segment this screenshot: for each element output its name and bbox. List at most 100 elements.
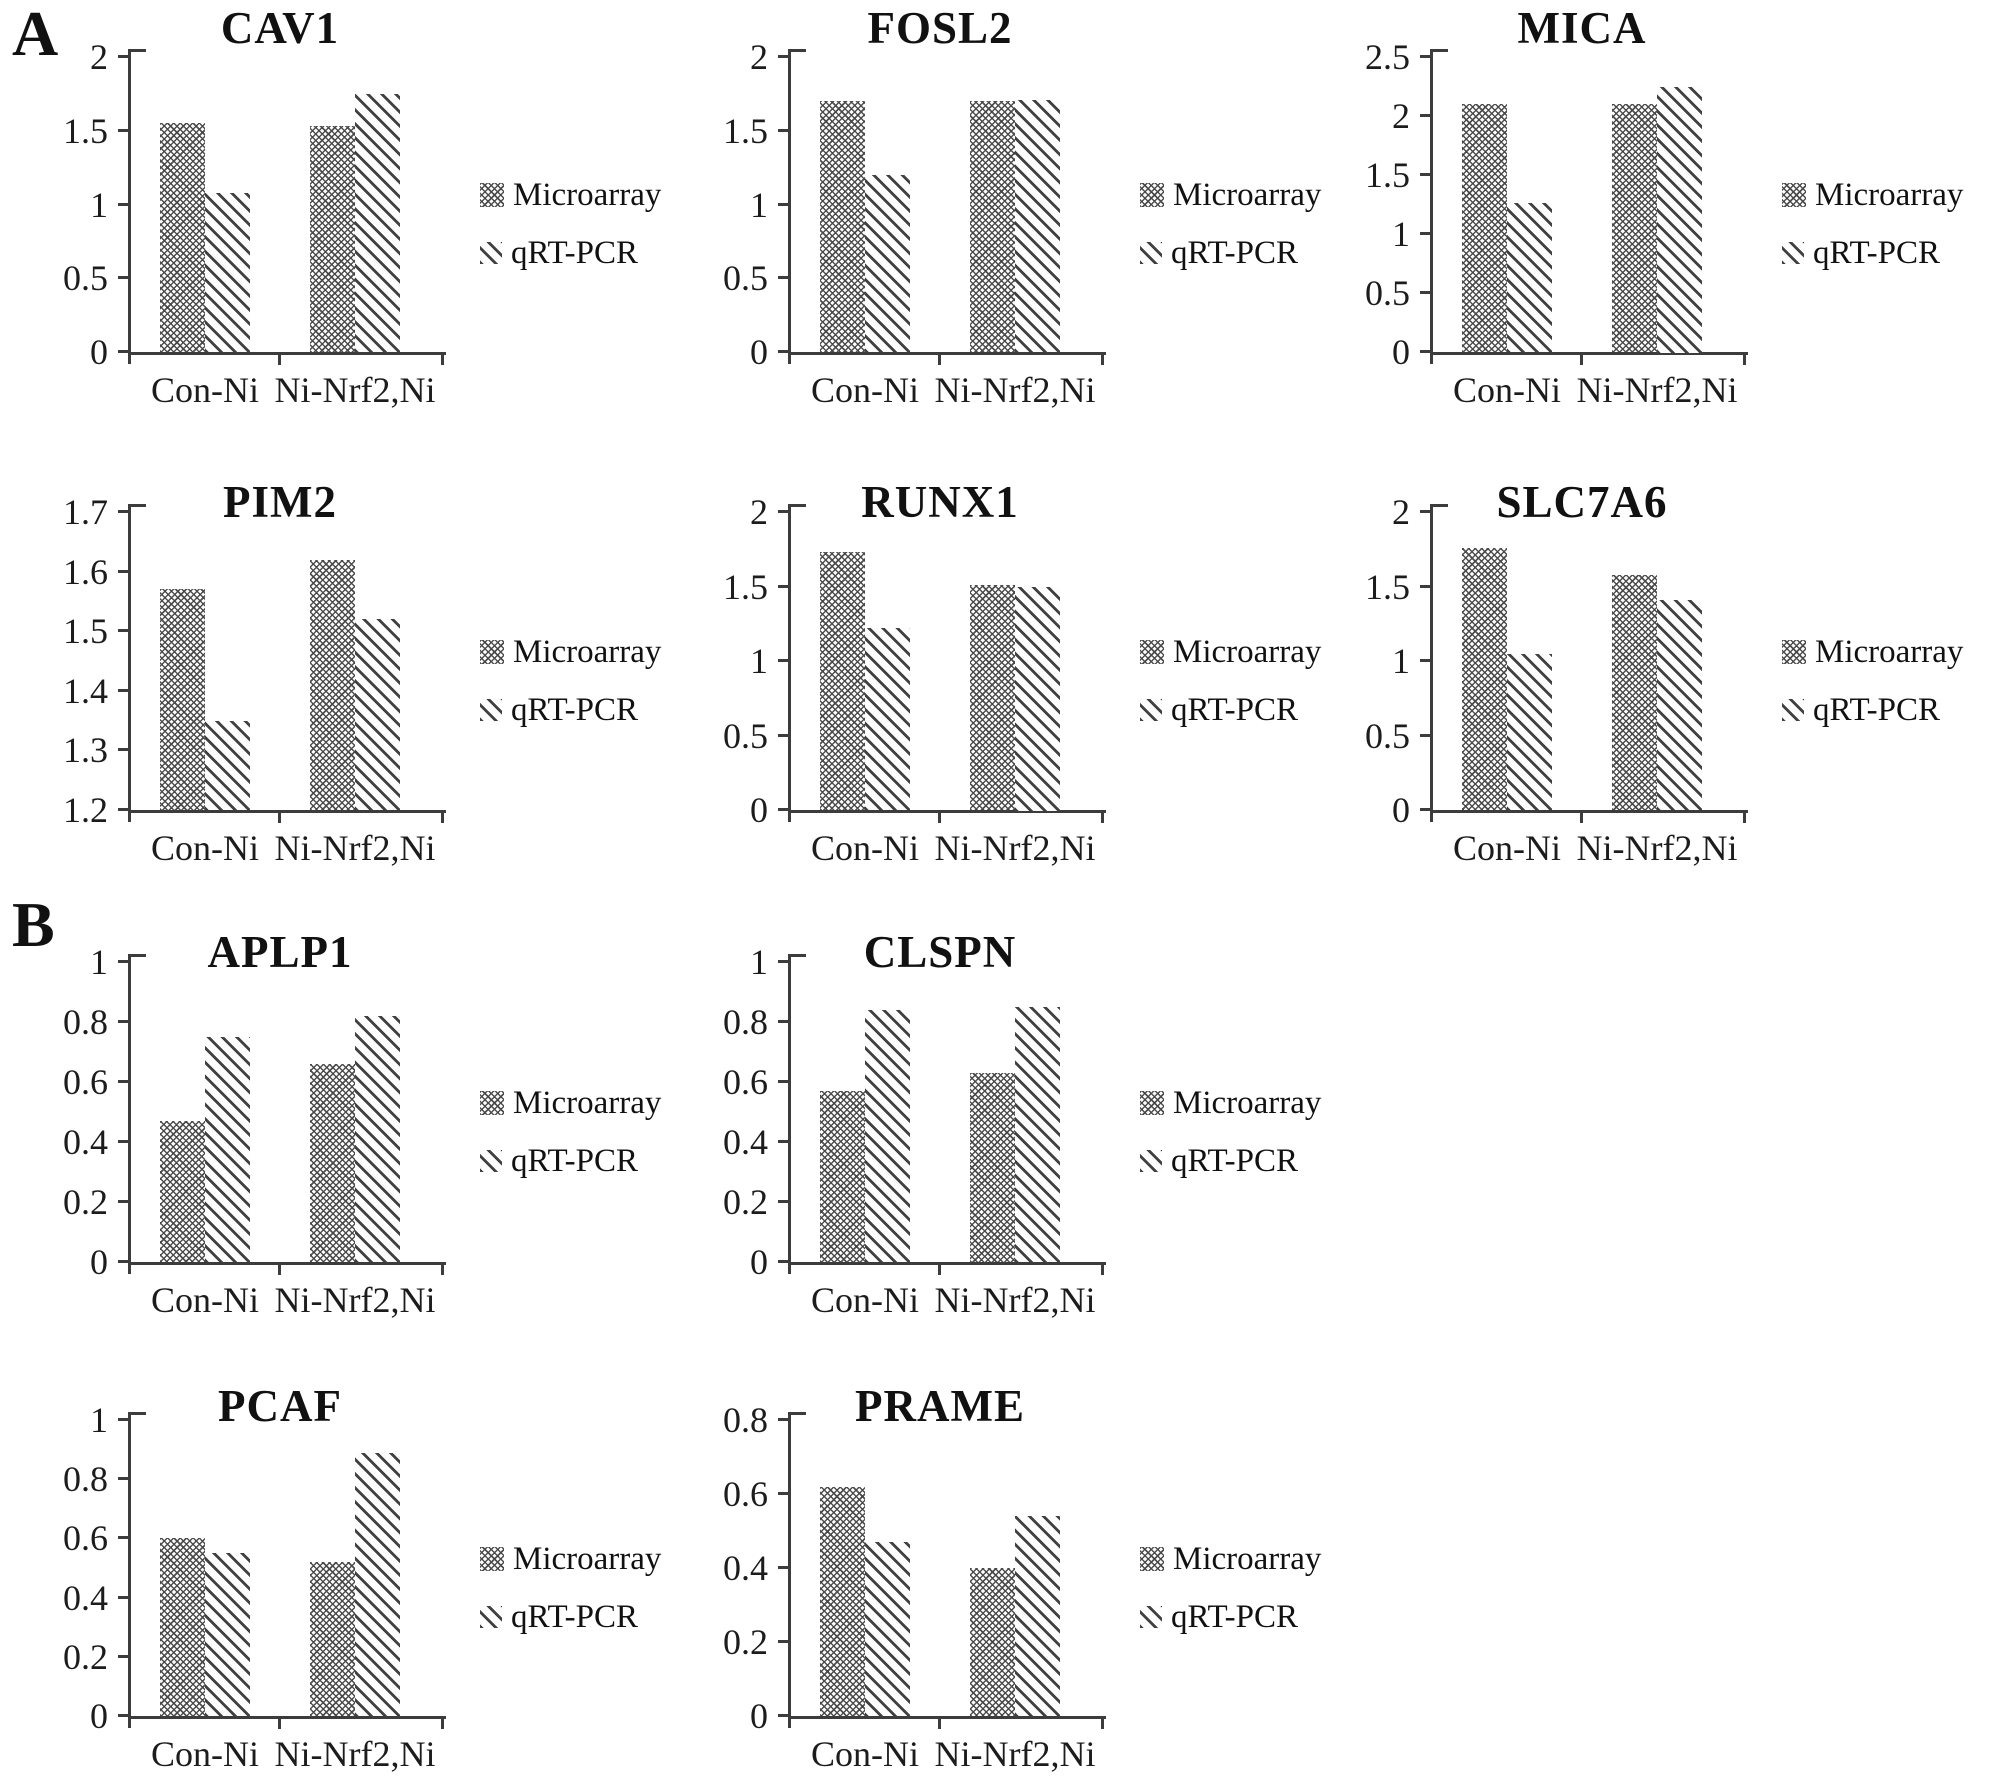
y-tick-label: 1.4 — [63, 671, 108, 711]
bar-microarray-ni-nrf2-ni — [310, 1562, 355, 1716]
y-axis-top-tick — [790, 1412, 806, 1415]
x-tick-mark — [938, 1262, 941, 1275]
x-tick-mark — [1101, 1716, 1104, 1729]
y-tick-label: 0.8 — [63, 1459, 108, 1499]
x-category-label: Ni-Nrf2,Ni — [1576, 370, 1738, 410]
chart-title-pim2: PIM2 — [223, 477, 337, 527]
y-tick-label: 0 — [90, 1696, 108, 1736]
y-tick-mark — [1420, 510, 1430, 513]
diagonal-stripes-swatch-icon — [1140, 1606, 1162, 1628]
y-tick-mark — [118, 960, 128, 963]
legend-label: Microarray — [1173, 1085, 1322, 1121]
x-category-label: Con-Ni — [811, 370, 919, 410]
y-tick-mark — [778, 510, 788, 513]
y-tick-label: 0.8 — [723, 1002, 768, 1042]
x-tick-mark — [1101, 352, 1104, 365]
chart-runx1: RUNX1 0 0.5 1 1.5 2 Con-Ni Ni-Nrf2,Ni Microarray… — [675, 476, 1351, 890]
y-tick-mark — [118, 689, 128, 692]
x-category-label: Ni-Nrf2,Ni — [934, 370, 1096, 410]
y-tick-mark — [118, 570, 128, 573]
y-tick-label: 0.4 — [723, 1548, 768, 1588]
diagonal-stripes-swatch-icon — [1782, 242, 1804, 264]
x-tick-mark — [1580, 810, 1583, 823]
x-category-label: Ni-Nrf2,Ni — [274, 370, 436, 410]
legend-item-qrtpcr: qRT-PCR — [1140, 1597, 1321, 1637]
y-tick-mark — [778, 129, 788, 132]
y-tick-mark — [1420, 734, 1430, 737]
y-tick-label: 0.5 — [723, 716, 768, 756]
bar-microarray-ni-nrf2-ni — [310, 560, 355, 810]
legend-item-microarray: Microarray — [480, 175, 661, 215]
y-tick-mark — [778, 203, 788, 206]
x-tick-mark — [1743, 352, 1746, 365]
y-tick-label: 0.4 — [63, 1122, 108, 1162]
y-tick-mark — [1420, 114, 1430, 117]
y-tick-label: 1.7 — [63, 492, 108, 532]
y-tick-mark — [778, 1492, 788, 1495]
crosshatch-swatch-icon — [480, 640, 504, 664]
bar-qrtpcr-con-ni — [865, 1010, 910, 1262]
x-category-label: Con-Ni — [151, 370, 259, 410]
y-tick-label: 2 — [1392, 492, 1410, 532]
y-tick-label: 1.5 — [1365, 567, 1410, 607]
y-tick-label: 1.6 — [63, 552, 108, 592]
y-tick-mark — [778, 350, 788, 353]
bar-microarray-ni-nrf2-ni — [310, 1064, 355, 1262]
x-tick-mark — [441, 810, 444, 823]
legend-label: qRT-PCR — [1813, 235, 1941, 271]
bar-microarray-con-ni — [160, 589, 205, 810]
y-tick-label: 1 — [750, 185, 768, 225]
bar-microarray-ni-nrf2-ni — [970, 101, 1015, 352]
legend-item-microarray: Microarray — [480, 1539, 661, 1579]
y-tick-mark — [778, 1714, 788, 1717]
x-tick-mark — [278, 810, 281, 823]
y-tick-label: 2 — [750, 37, 768, 77]
x-category-label: Ni-Nrf2,Ni — [1576, 828, 1738, 868]
legend-label: qRT-PCR — [511, 1143, 639, 1179]
legend-item-microarray: Microarray — [1140, 175, 1321, 215]
bar-qrtpcr-ni-nrf2-ni — [355, 1016, 400, 1262]
y-tick-mark — [118, 1260, 128, 1263]
y-tick-mark — [118, 1140, 128, 1143]
y-tick-label: 0 — [90, 1242, 108, 1282]
y-tick-label: 0.5 — [723, 258, 768, 298]
legend-item-qrtpcr: qRT-PCR — [480, 690, 661, 730]
bar-microarray-ni-nrf2-ni — [970, 1073, 1015, 1262]
x-category-label: Con-Ni — [1453, 370, 1561, 410]
y-tick-mark — [778, 808, 788, 811]
y-tick-label: 1 — [750, 641, 768, 681]
bar-qrtpcr-con-ni — [865, 1542, 910, 1716]
crosshatch-swatch-icon — [1140, 1547, 1164, 1571]
y-tick-label: 1 — [90, 1400, 108, 1440]
bar-qrtpcr-con-ni — [205, 1553, 250, 1716]
y-tick-mark — [118, 1477, 128, 1480]
x-axis-line — [1430, 810, 1748, 813]
y-tick-label: 0.5 — [1365, 716, 1410, 756]
y-tick-mark — [118, 1080, 128, 1083]
bar-microarray-ni-nrf2-ni — [1612, 575, 1657, 810]
y-tick-mark — [778, 55, 788, 58]
y-tick-label: 2 — [1392, 96, 1410, 136]
diagonal-stripes-swatch-icon — [1140, 242, 1162, 264]
bar-qrtpcr-con-ni — [205, 1037, 250, 1262]
chart-mica: MICA 0 0.5 1 1.5 2 2.5 Con-Ni Ni-Nrf2,Ni Microarr… — [1317, 2, 1993, 432]
y-tick-label: 0 — [750, 790, 768, 830]
bar-microarray-con-ni — [1462, 548, 1507, 810]
y-tick-mark — [1420, 350, 1430, 353]
x-tick-mark — [938, 1716, 941, 1729]
legend-item-microarray: Microarray — [1782, 175, 1963, 215]
legend-item-qrtpcr: qRT-PCR — [1140, 233, 1321, 273]
legend-item-qrtpcr: qRT-PCR — [480, 233, 661, 273]
crosshatch-swatch-icon — [1140, 183, 1164, 207]
y-tick-mark — [118, 129, 128, 132]
x-tick-mark — [938, 810, 941, 823]
x-tick-mark — [278, 1716, 281, 1729]
y-tick-mark — [778, 1020, 788, 1023]
diagonal-stripes-swatch-icon — [1140, 1150, 1162, 1172]
y-tick-mark — [1420, 55, 1430, 58]
chart-title-runx1: RUNX1 — [861, 477, 1019, 527]
y-tick-mark — [778, 276, 788, 279]
legend-item-qrtpcr: qRT-PCR — [1140, 690, 1321, 730]
y-axis-line — [128, 504, 131, 822]
